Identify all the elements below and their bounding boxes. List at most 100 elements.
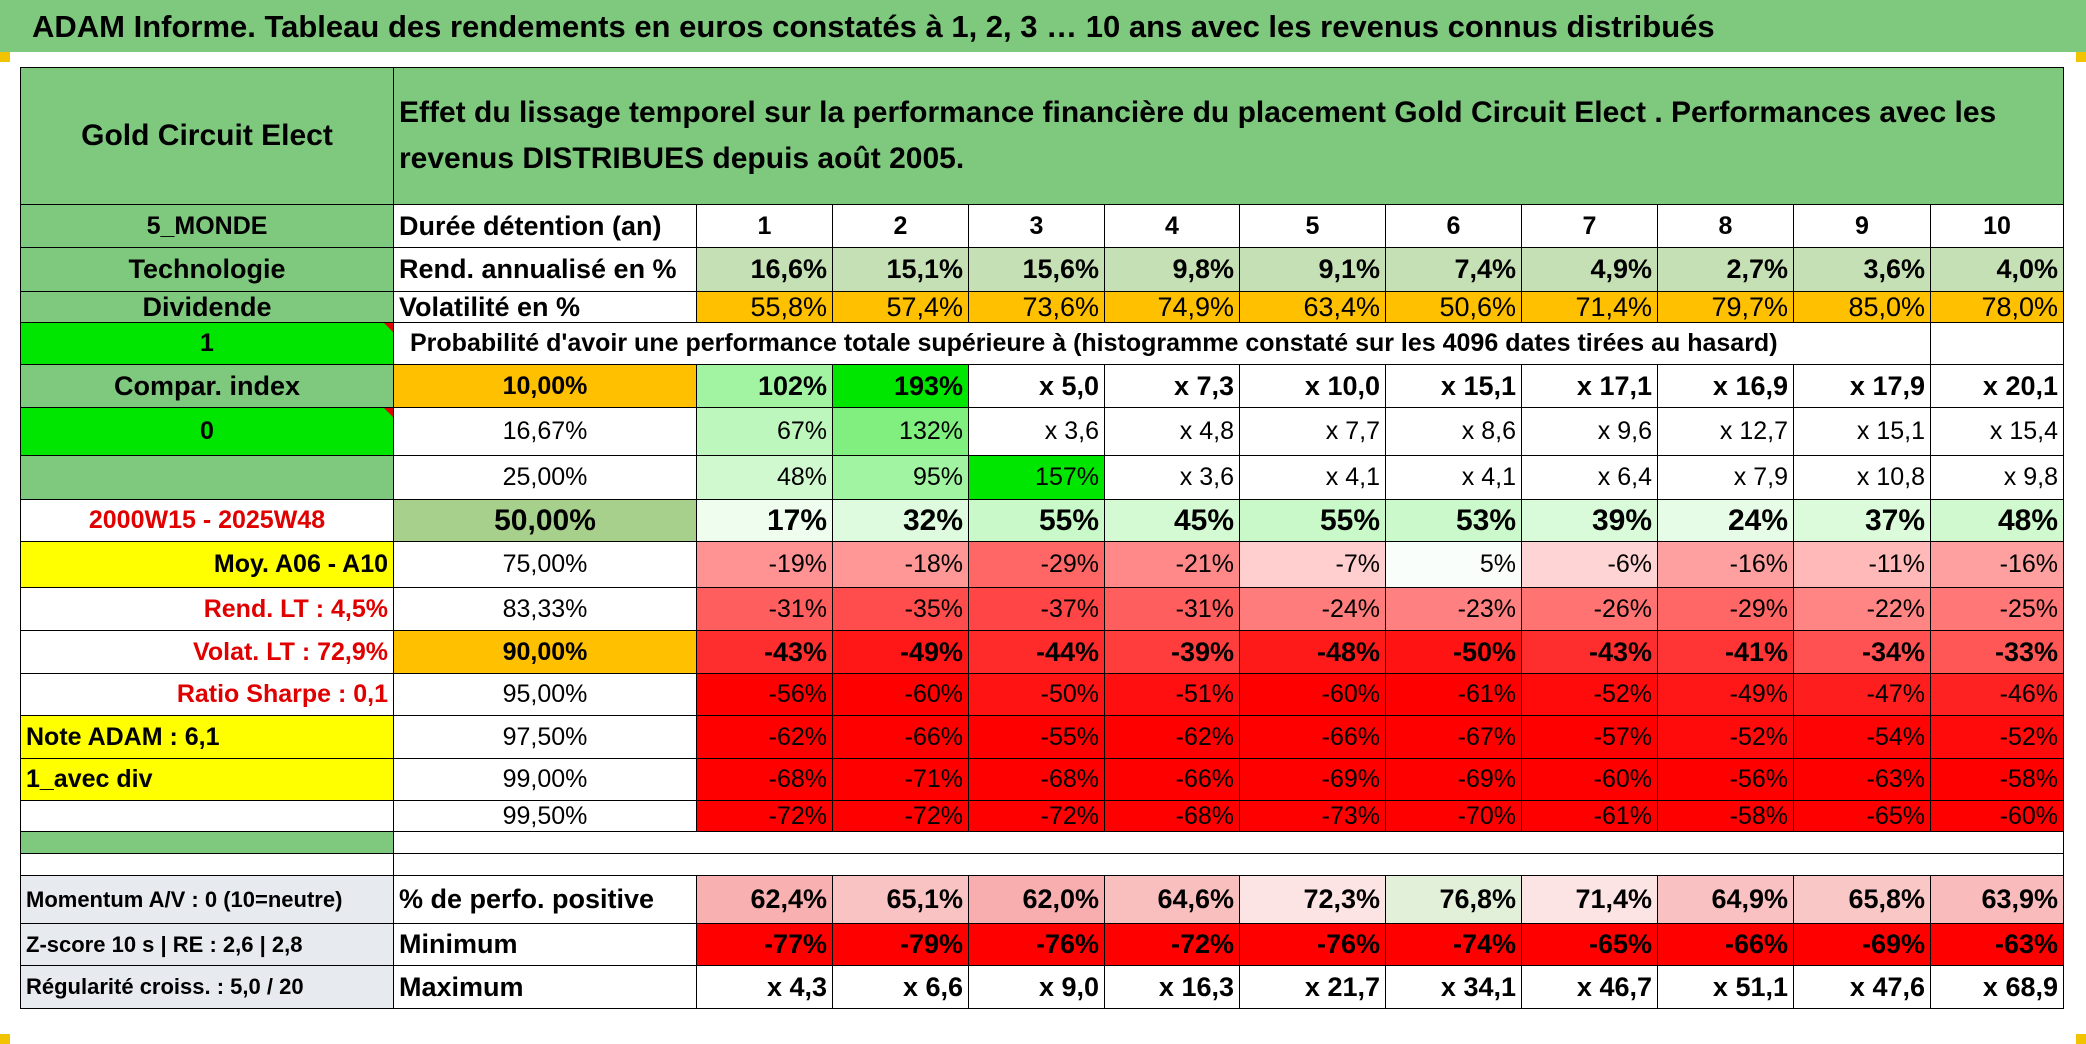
- percentile-value[interactable]: 55%: [969, 500, 1105, 542]
- percentile-value[interactable]: x 10,0: [1240, 365, 1386, 408]
- percentile-value[interactable]: -71%: [833, 759, 969, 801]
- percentile-value[interactable]: x 20,1: [1931, 365, 2064, 408]
- maximum-value[interactable]: x 16,3: [1105, 966, 1240, 1009]
- vol-label[interactable]: Volatilité en %: [394, 292, 697, 323]
- percentile-value[interactable]: -62%: [1105, 716, 1240, 759]
- percentile-value[interactable]: -58%: [1658, 801, 1794, 832]
- positive-value[interactable]: 71,4%: [1522, 876, 1658, 924]
- percentile-value[interactable]: -73%: [1240, 801, 1386, 832]
- positive-value[interactable]: 62,4%: [697, 876, 833, 924]
- percentile-value[interactable]: -18%: [833, 542, 969, 588]
- percentile-value[interactable]: -33%: [1931, 631, 2064, 674]
- minimum-value[interactable]: -76%: [969, 924, 1105, 966]
- percentile-value[interactable]: -31%: [1105, 588, 1240, 631]
- percentile-value[interactable]: -51%: [1105, 674, 1240, 716]
- percentile-value[interactable]: 45%: [1105, 500, 1240, 542]
- percentile-value[interactable]: 157%: [969, 456, 1105, 500]
- positive-value[interactable]: 63,9%: [1931, 876, 2064, 924]
- separator-blank[interactable]: [20, 854, 394, 876]
- minimum-value[interactable]: -65%: [1522, 924, 1658, 966]
- percentile-value[interactable]: 193%: [833, 365, 969, 408]
- percentile-value[interactable]: -68%: [1105, 801, 1240, 832]
- maximum-value[interactable]: x 68,9: [1931, 966, 2064, 1009]
- percentile-value[interactable]: x 15,1: [1386, 365, 1522, 408]
- zscore-label[interactable]: Z-score 10 s | RE : 2,6 | 2,8: [20, 924, 394, 966]
- percentile-value[interactable]: x 17,9: [1794, 365, 1931, 408]
- percentile-value[interactable]: -55%: [969, 716, 1105, 759]
- minimum-value[interactable]: -72%: [1105, 924, 1240, 966]
- percentile-value[interactable]: -52%: [1658, 716, 1794, 759]
- minimum-value[interactable]: -66%: [1658, 924, 1794, 966]
- percentile-label[interactable]: 10,00%: [394, 365, 697, 408]
- percentile-value[interactable]: -46%: [1931, 674, 2064, 716]
- percentile-value[interactable]: 17%: [697, 500, 833, 542]
- duration-8[interactable]: 8: [1658, 205, 1794, 248]
- percentile-value[interactable]: 48%: [1931, 500, 2064, 542]
- percentile-value[interactable]: x 4,8: [1105, 408, 1240, 456]
- compar-index-label[interactable]: Compar. index: [20, 365, 394, 408]
- percentile-value[interactable]: x 15,4: [1931, 408, 2064, 456]
- rend-value[interactable]: 9,8%: [1105, 248, 1240, 292]
- percentile-value[interactable]: -47%: [1794, 674, 1931, 716]
- percentile-value[interactable]: -39%: [1105, 631, 1240, 674]
- duration-5[interactable]: 5: [1240, 205, 1386, 248]
- percentile-label[interactable]: 16,67%: [394, 408, 697, 456]
- percentile-value[interactable]: x 9,6: [1522, 408, 1658, 456]
- empty-cell[interactable]: [1931, 323, 2064, 365]
- maximum-value[interactable]: x 51,1: [1658, 966, 1794, 1009]
- percentile-label[interactable]: 99,50%: [394, 801, 697, 832]
- momentum-label[interactable]: Momentum A/V : 0 (10=neutre): [20, 876, 394, 924]
- percentile-value[interactable]: x 9,8: [1931, 456, 2064, 500]
- note-adam-label[interactable]: Note ADAM : 6,1: [20, 716, 394, 759]
- percentile-value[interactable]: 53%: [1386, 500, 1522, 542]
- percentile-value[interactable]: -63%: [1794, 759, 1931, 801]
- percentile-value[interactable]: -68%: [697, 759, 833, 801]
- percentile-value[interactable]: x 7,9: [1658, 456, 1794, 500]
- minimum-value[interactable]: -77%: [697, 924, 833, 966]
- zone-label[interactable]: 5_MONDE: [20, 205, 394, 248]
- duration-6[interactable]: 6: [1386, 205, 1522, 248]
- percentile-value[interactable]: -37%: [969, 588, 1105, 631]
- minimum-value[interactable]: -63%: [1931, 924, 2064, 966]
- rend-lt-label[interactable]: Rend. LT : 4,5%: [20, 588, 394, 631]
- maximum-label[interactable]: Maximum: [394, 966, 697, 1009]
- percentile-value[interactable]: 32%: [833, 500, 969, 542]
- percentile-value[interactable]: -22%: [1794, 588, 1931, 631]
- flag-one[interactable]: 1: [20, 323, 394, 365]
- percentile-value[interactable]: -29%: [969, 542, 1105, 588]
- duration-10[interactable]: 10: [1931, 205, 2064, 248]
- rend-value[interactable]: 9,1%: [1240, 248, 1386, 292]
- positive-label[interactable]: % de perfo. positive: [394, 876, 697, 924]
- volat-lt-label[interactable]: Volat. LT : 72,9%: [20, 631, 394, 674]
- percentile-value[interactable]: -52%: [1522, 674, 1658, 716]
- mode-label[interactable]: 1_avec div: [20, 759, 394, 801]
- maximum-value[interactable]: x 46,7: [1522, 966, 1658, 1009]
- percentile-value[interactable]: -54%: [1794, 716, 1931, 759]
- percentile-label[interactable]: 95,00%: [394, 674, 697, 716]
- percentile-value[interactable]: 102%: [697, 365, 833, 408]
- percentile-value[interactable]: 39%: [1522, 500, 1658, 542]
- duration-4[interactable]: 4: [1105, 205, 1240, 248]
- fund-name[interactable]: Gold Circuit Elect: [20, 67, 394, 205]
- positive-value[interactable]: 64,9%: [1658, 876, 1794, 924]
- percentile-label[interactable]: 99,00%: [394, 759, 697, 801]
- minimum-value[interactable]: -69%: [1794, 924, 1931, 966]
- average-label[interactable]: Moy. A06 - A10: [20, 542, 394, 588]
- percentile-value[interactable]: -35%: [833, 588, 969, 631]
- sharpe-label[interactable]: Ratio Sharpe : 0,1: [20, 674, 394, 716]
- positive-value[interactable]: 65,8%: [1794, 876, 1931, 924]
- percentile-value[interactable]: -21%: [1105, 542, 1240, 588]
- table-header-text[interactable]: Effet du lissage temporel sur la perform…: [394, 67, 2064, 205]
- rend-value[interactable]: 15,1%: [833, 248, 969, 292]
- percentile-value[interactable]: x 7,7: [1240, 408, 1386, 456]
- vol-value[interactable]: 73,6%: [969, 292, 1105, 323]
- rend-value[interactable]: 4,0%: [1931, 248, 2064, 292]
- percentile-value[interactable]: x 7,3: [1105, 365, 1240, 408]
- percentile-value[interactable]: -26%: [1522, 588, 1658, 631]
- percentile-value[interactable]: -72%: [697, 801, 833, 832]
- percentile-value[interactable]: -60%: [1931, 801, 2064, 832]
- percentile-value[interactable]: -50%: [969, 674, 1105, 716]
- percentile-value[interactable]: -70%: [1386, 801, 1522, 832]
- percentile-label[interactable]: 97,50%: [394, 716, 697, 759]
- percentile-value[interactable]: -67%: [1386, 716, 1522, 759]
